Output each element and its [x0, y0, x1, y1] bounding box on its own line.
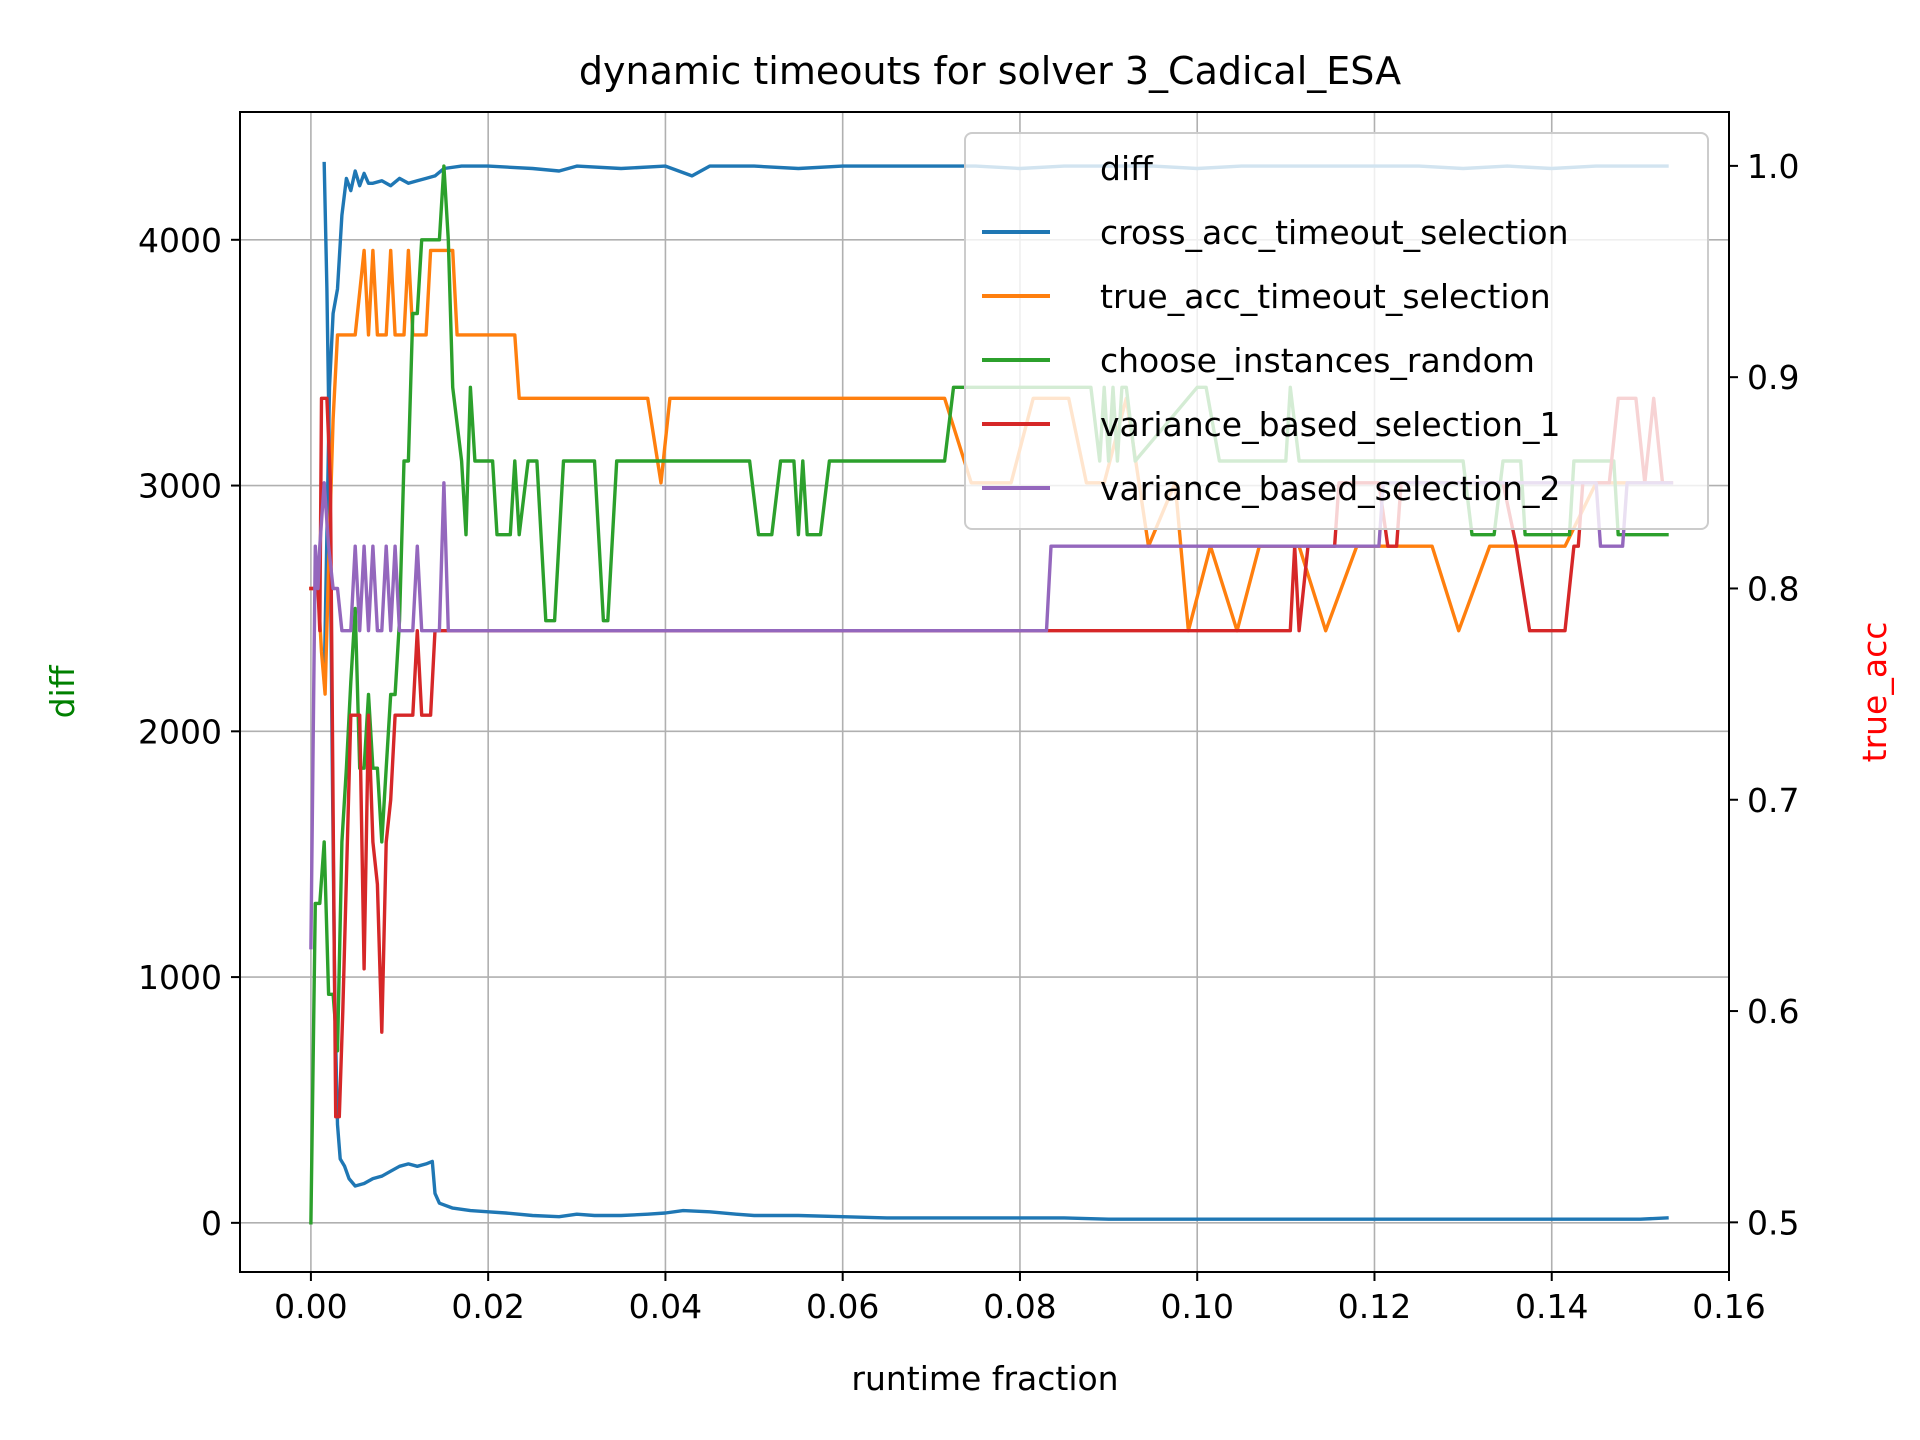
x-tick-label: 0.06 [806, 1287, 879, 1326]
legend-title: diff [1100, 149, 1154, 188]
y-axis-label-left: diff [43, 664, 82, 718]
x-tick-label: 0.00 [274, 1287, 347, 1326]
y-left-tick-label: 1000 [138, 958, 222, 997]
y-right-tick-label: 1.0 [1747, 147, 1799, 186]
x-tick-label: 0.08 [983, 1287, 1056, 1326]
y-right-tick-label: 0.9 [1747, 358, 1799, 397]
y-left-tick-label: 2000 [138, 712, 222, 751]
x-tick-label: 0.02 [451, 1287, 524, 1326]
legend-box [964, 132, 1709, 530]
chart-title: dynamic timeouts for solver 3_Cadical_ES… [579, 49, 1401, 93]
series-line-variance_based_selection_2 [309, 481, 1674, 950]
y-axis-label-right: true_acc [1855, 622, 1894, 763]
series-line-true_acc_timeout_selection [309, 248, 1674, 696]
y-left-tick-label: 4000 [138, 221, 222, 260]
y-right-tick-label: 0.6 [1747, 992, 1799, 1031]
plot-frame [239, 111, 1730, 1273]
legend: diff cross_acc_timeout_selection true_acc… [964, 132, 1709, 530]
x-tick-label: 0.16 [1692, 1287, 1765, 1326]
y-left-tick-label: 0 [201, 1204, 222, 1243]
legend-label: cross_acc_timeout_selection [1100, 213, 1569, 252]
y-right-tick-label: 0.7 [1747, 781, 1799, 820]
x-tick-label: 0.14 [1515, 1287, 1588, 1326]
x-tick-label: 0.10 [1160, 1287, 1233, 1326]
y-right-tick-label: 0.5 [1747, 1203, 1799, 1242]
x-tick-label: 0.04 [629, 1287, 702, 1326]
x-axis: 0.00 0.02 0.04 0.06 0.08 0.10 0.12 0.14 0.16 [274, 1272, 1766, 1326]
y-axis-left: 0 1000 2000 3000 4000 [138, 221, 240, 1243]
y-right-tick-label: 0.8 [1747, 569, 1799, 608]
y-axis-right: 0.5 0.6 0.7 0.8 0.9 1.0 [1729, 147, 1799, 1242]
series-line-cross_acc_timeout_selection [322, 161, 1669, 1221]
legend-label: variance_based_selection_1 [1100, 405, 1561, 444]
x-tick-label: 0.12 [1338, 1287, 1411, 1326]
legend-label: choose_instances_random [1100, 341, 1535, 380]
y-left-tick-label: 3000 [138, 467, 222, 506]
legend-label: variance_based_selection_2 [1100, 469, 1561, 508]
x-axis-label: runtime fraction [851, 1359, 1118, 1398]
legend-label: true_acc_timeout_selection [1100, 277, 1551, 316]
